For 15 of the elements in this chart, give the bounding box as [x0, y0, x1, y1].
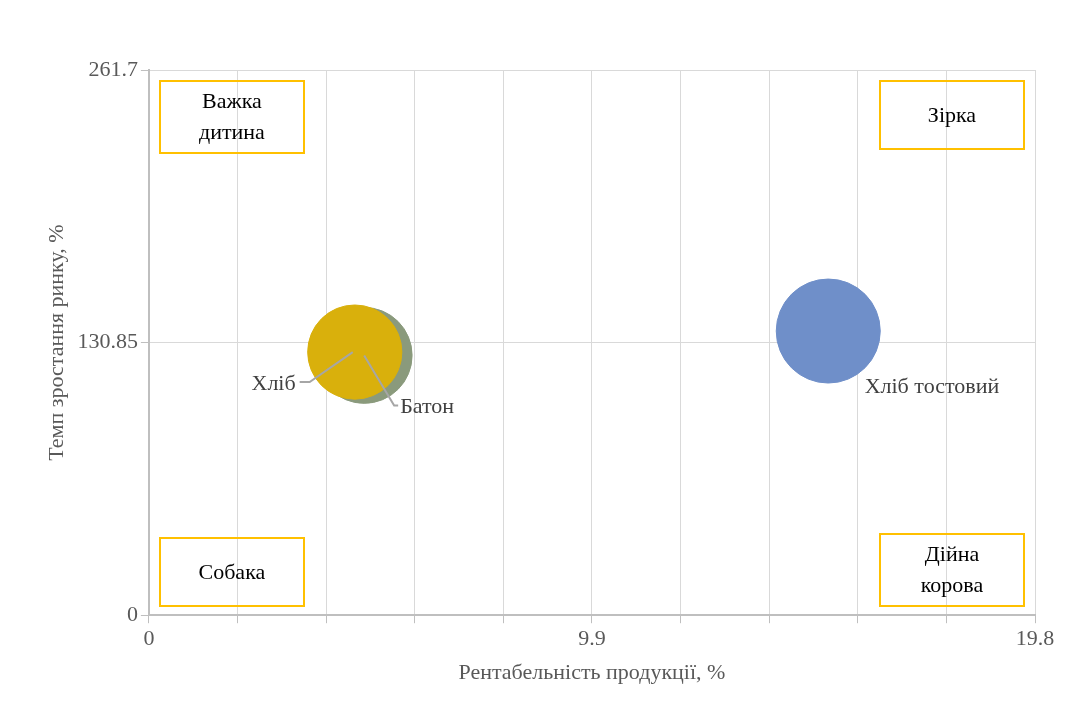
quadrant-label-box: Собака — [158, 537, 305, 608]
x-tick-label: 0 — [143, 625, 155, 651]
quadrant-label-box: Дійна корова — [879, 533, 1025, 607]
series-label: Хліб тостовий — [864, 372, 1000, 398]
series-label: Батон — [400, 393, 455, 419]
quadrant-label-box: Важка дитина — [158, 80, 305, 154]
x-tick-label: 9.9 — [578, 625, 606, 651]
x-axis-title: Рентабельність продукції, % — [458, 658, 726, 684]
y-axis-title: Темп зростання ринку, % — [42, 224, 68, 461]
x-tick-label: 19.8 — [1015, 625, 1055, 651]
y-tick-label: 130.85 — [77, 328, 138, 354]
y-tick-label: 0 — [126, 600, 138, 626]
series-label: Хліб — [251, 369, 296, 395]
y-tick-label: 261.7 — [88, 55, 138, 81]
quadrant-label-box: Зірка — [879, 80, 1025, 150]
